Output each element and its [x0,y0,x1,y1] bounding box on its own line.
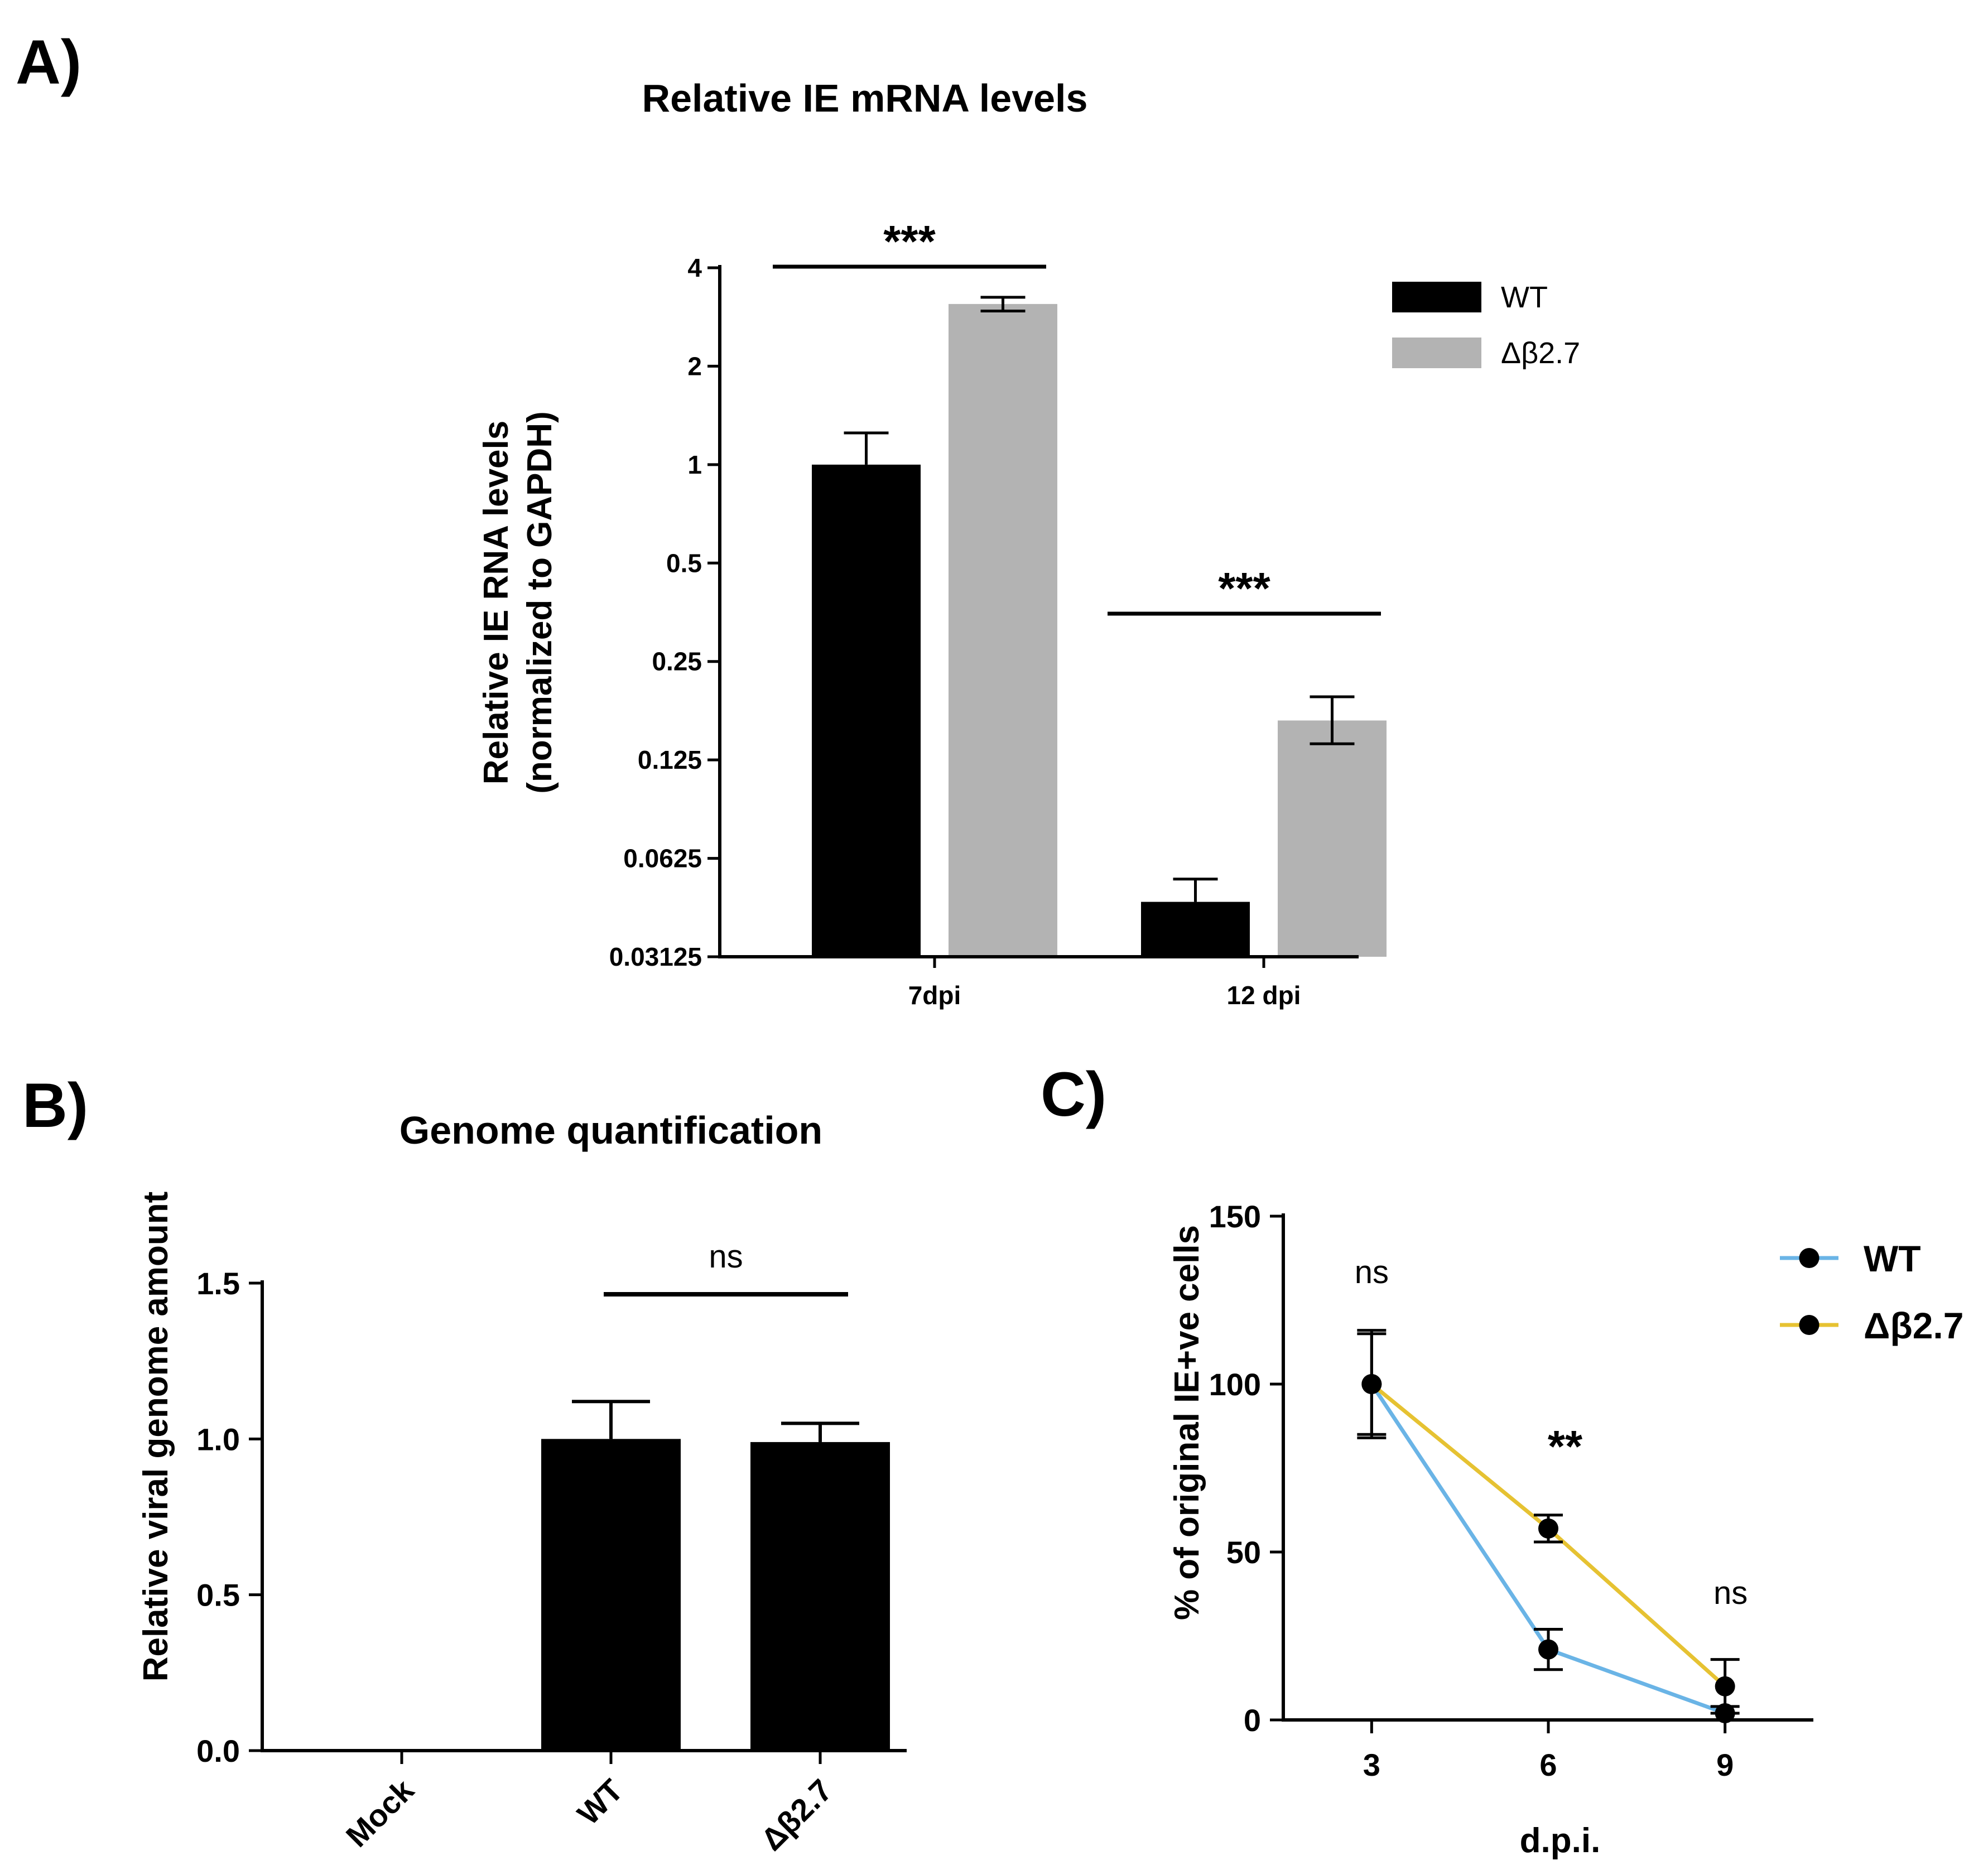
chart-c-ytick-label: 150 [1209,1199,1261,1234]
chart-c-legend-label: Δβ2.7 [1864,1305,1963,1346]
chart-c-xtick-label: 3 [1363,1747,1380,1782]
chart-b-title: Genome quantification [399,1108,822,1152]
chart-b-ytick-label: 1.0 [196,1421,240,1457]
chart-a-title: Relative IE mRNA levels [642,76,1088,120]
chart-b-xtick-label: Δβ2.7 [754,1772,839,1857]
chart-a-bar [812,464,921,957]
chart-a-ytick-label: 0.25 [652,647,702,676]
chart-c-xlabel: d.p.i. [1520,1821,1601,1860]
chart-b-bar [541,1439,681,1751]
chart-a-ytick-label: 1 [687,450,702,479]
chart-c-xtick-label: 6 [1539,1747,1557,1782]
chart-b-xtick-label: WT [570,1772,629,1832]
chart-a-ytick-label: 4 [687,253,702,282]
chart-a-ylabel-line2: (normalized to GAPDH) [521,411,559,793]
chart-c-point [1361,1374,1382,1394]
chart-a-ytick-label: 0.5 [666,548,702,577]
chart-b-ytick-label: 1.5 [196,1266,240,1301]
chart-b-sig-label: ns [709,1238,743,1275]
chart-a-bar [1278,720,1387,957]
chart-a-ytick-label: 0.0625 [623,844,702,873]
chart-c-legend-label: WT [1864,1238,1921,1279]
chart-b-ylabel: Relative viral genome amount [137,1192,175,1682]
chart-c-sig-label: ns [1713,1575,1748,1611]
chart-a-legend-swatch [1392,282,1481,312]
panel-label-b: B) [22,1071,88,1140]
chart-b-xtick-label: Mock [339,1772,421,1853]
chart-a-legend-label: Δβ2.7 [1501,336,1580,370]
chart-a-legend-swatch [1392,338,1481,368]
chart-a-bar [949,303,1057,957]
chart-c: % of original IE+ve cells d.p.i. 0 50 100 1… [1168,1199,1963,1860]
chart-b-bar [750,1442,890,1751]
chart-c-ytick-label: 0 [1244,1703,1261,1738]
chart-a-sig-label: *** [883,216,936,266]
chart-c-sig-label: ** [1548,1421,1583,1471]
chart-c-xtick-label: 9 [1716,1747,1734,1782]
chart-c-point [1715,1703,1735,1723]
chart-c-sig-label: ns [1355,1254,1389,1290]
chart-a-sig-label: *** [1218,563,1270,613]
chart-c-point [1538,1518,1558,1539]
chart-a-ylabel-line1: Relative IE RNA levels [477,421,516,784]
chart-b: Genome quantification Relative viral gen… [137,1108,907,1857]
chart-a-ytick-label: 2 [687,351,702,380]
chart-a-bar [1141,902,1250,957]
chart-c-legend-marker [1799,1248,1819,1268]
chart-c-ytick-label: 100 [1209,1367,1261,1402]
chart-c-ylabel: % of original IE+ve cells [1168,1225,1206,1620]
panel-label-a: A) [16,27,81,97]
chart-a-ytick-label: 0.03125 [609,942,702,971]
chart-c-point [1538,1639,1558,1660]
chart-c-legend-marker [1799,1315,1819,1335]
chart-a-xtick-label: 12 dpi [1227,981,1301,1010]
chart-a-xtick-label: 7dpi [908,981,961,1010]
chart-c-point [1715,1676,1735,1697]
chart-c-ytick-label: 50 [1226,1535,1261,1570]
chart-a-legend-label: WT [1501,281,1548,314]
chart-b-ytick-label: 0.0 [196,1733,240,1768]
chart-a-ytick-label: 0.125 [638,745,702,774]
chart-a: Relative IE mRNA levels Relative IE RNA … [477,76,1580,1010]
panel-label-c: C) [1041,1059,1106,1129]
chart-b-ytick-label: 0.5 [196,1578,240,1613]
